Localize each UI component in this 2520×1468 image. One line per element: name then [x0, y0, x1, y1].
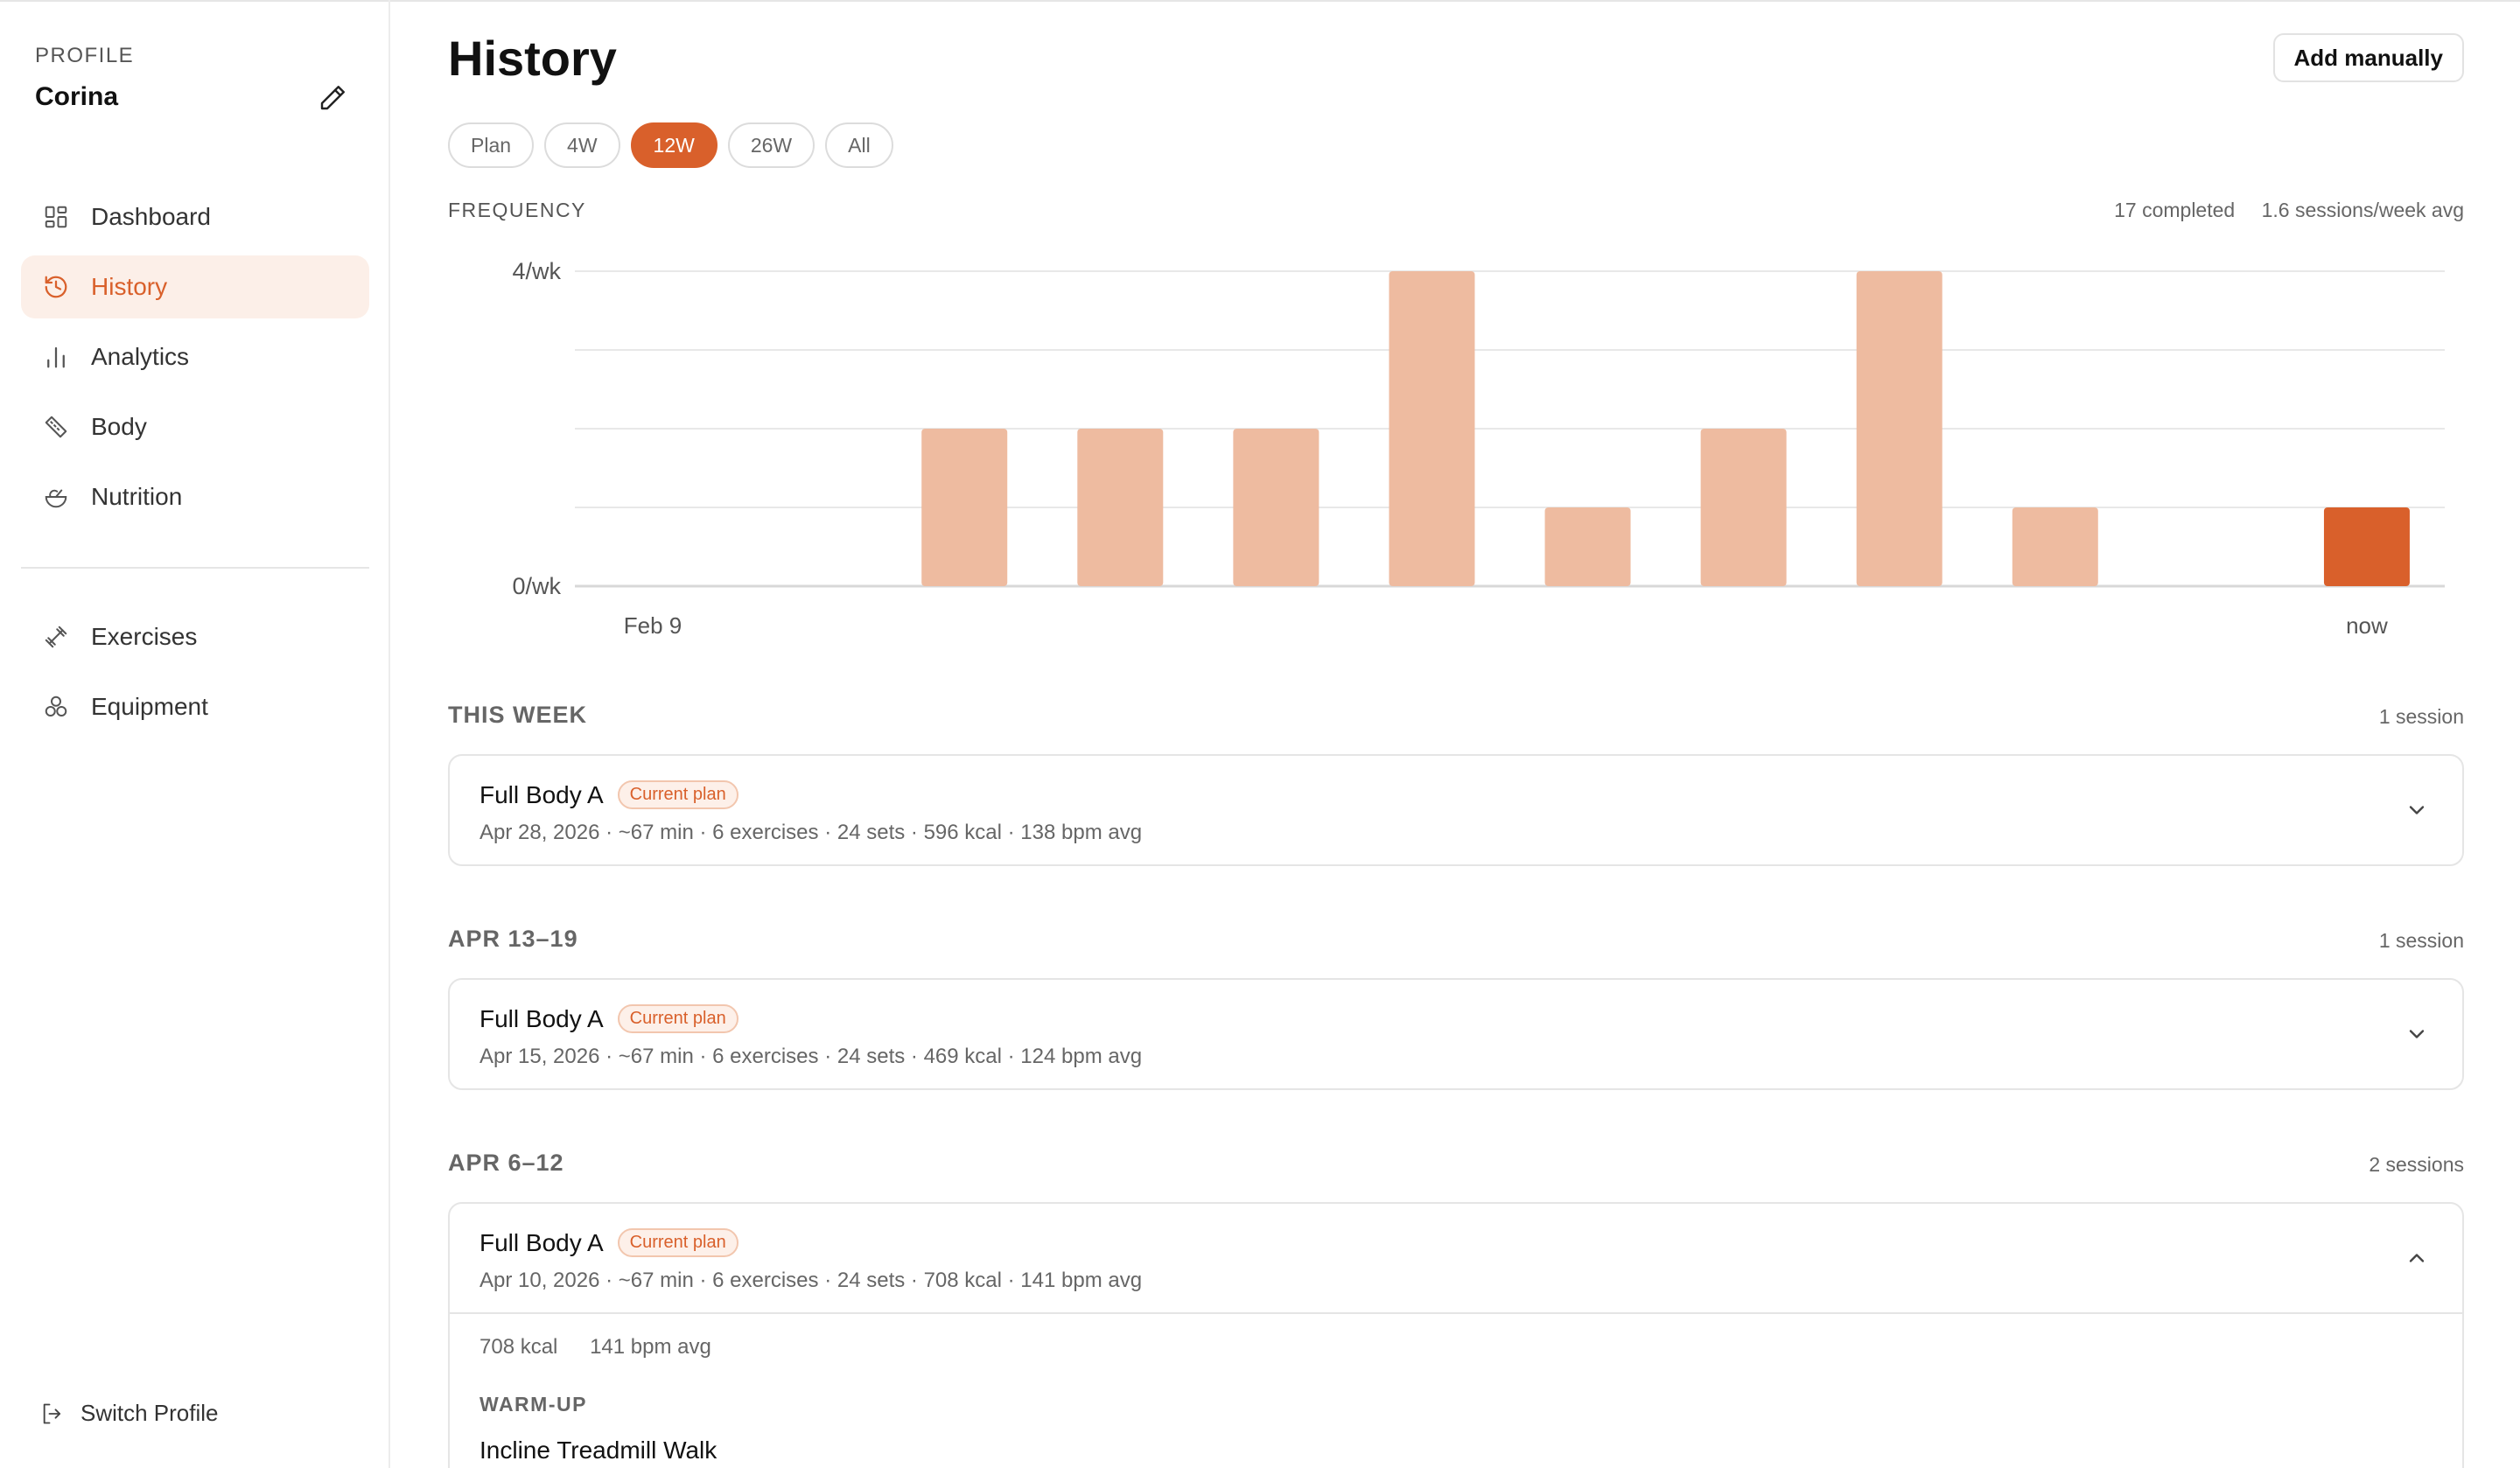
section-title: THIS WEEK [448, 702, 588, 728]
profile-name: Corina [35, 82, 119, 111]
profile-label: PROFILE [35, 44, 135, 67]
sidebar-item-dashboard[interactable]: Dashboard [21, 185, 369, 248]
session-card[interactable]: Full Body A Current plan Apr 28, 2026 · … [448, 754, 2464, 866]
sidebar-item-label: Equipment [91, 693, 208, 720]
session-detail: 708 kcal 141 bpm avg WARM-UP Incline Tre… [448, 1312, 2464, 1468]
chart-bar-current [2323, 507, 2410, 586]
session-detail-stats: 708 kcal 141 bpm avg [480, 1335, 711, 1360]
analytics-icon [42, 343, 70, 371]
chart-bar [1856, 271, 1942, 586]
section-count: 1 session [2378, 705, 2464, 728]
section-title: APR 6–12 [448, 1150, 564, 1176]
session-title-row: Full Body A Current plan [480, 1004, 738, 1033]
session-title-row: Full Body A Current plan [480, 780, 738, 809]
top-border [0, 0, 2520, 2]
weekly-average: 1.6 sessions/week avg [2261, 199, 2464, 221]
detail-kcal: 708 kcal [480, 1335, 558, 1359]
detail-bpm: 141 bpm avg [590, 1335, 711, 1359]
range-4w[interactable]: 4W [544, 122, 620, 168]
session-name: Full Body A [480, 1228, 604, 1256]
sidebar-item-label: History [91, 273, 168, 300]
current-plan-badge: Current plan [617, 780, 738, 809]
sidebar-item-history[interactable]: History [21, 255, 369, 318]
range-plan[interactable]: Plan [448, 122, 535, 168]
edit-profile-button[interactable] [317, 82, 348, 114]
frequency-chart: 4/wk 0/wk Feb 9 now [512, 258, 2445, 639]
pencil-icon [320, 86, 345, 110]
y-tick-label: 4/wk [512, 258, 561, 284]
sidebar-nav: Dashboard History Analytics Body Nutriti… [21, 185, 369, 745]
page-title: History [448, 31, 617, 86]
x-tick-label: Feb 9 [624, 612, 682, 639]
chart-bar [1233, 429, 1320, 586]
current-plan-badge: Current plan [617, 1228, 738, 1257]
sidebar-item-body[interactable]: Body [21, 395, 369, 458]
session-meta: Apr 15, 2026 · ~67 min · 6 exercises · 2… [480, 1045, 1143, 1068]
range-filter: Plan 4W 12W 26W All [448, 122, 904, 168]
chart-bar [1700, 429, 1787, 586]
sidebar-item-label: Nutrition [91, 483, 183, 510]
section-count: 1 session [2378, 929, 2464, 952]
exercise-group-title: WARM-UP [480, 1393, 587, 1416]
sidebar-divider [21, 567, 369, 569]
equipment-icon [42, 693, 70, 721]
sidebar-item-analytics[interactable]: Analytics [21, 325, 369, 388]
history-icon [42, 273, 70, 301]
chart-bar [2012, 507, 2098, 586]
chart-bar [1544, 507, 1631, 586]
session-card-expanded[interactable]: Full Body A Current plan Apr 10, 2026 · … [448, 1202, 2464, 1314]
session-meta: Apr 10, 2026 · ~67 min · 6 exercises · 2… [480, 1269, 1143, 1292]
chevron-up-icon[interactable] [2404, 1246, 2429, 1270]
sidebar-item-label: Body [91, 413, 147, 440]
sidebar-item-label: Analytics [91, 343, 190, 370]
exercise-name: Incline Treadmill Walk [480, 1437, 718, 1464]
logout-icon [43, 1403, 61, 1423]
dumbbell-icon [42, 623, 70, 651]
frequency-label: FREQUENCY [448, 199, 586, 221]
chart-bar [1389, 271, 1475, 586]
switch-profile-label: Switch Profile [80, 1400, 219, 1426]
add-manually-button[interactable]: Add manually [2272, 33, 2464, 82]
section-title: APR 13–19 [448, 926, 578, 952]
switch-profile-button[interactable]: Switch Profile [40, 1400, 219, 1427]
session-title-row: Full Body A Current plan [480, 1228, 738, 1257]
dashboard-icon [42, 203, 70, 231]
completed-count: 17 completed [2114, 199, 2236, 221]
sidebar-item-label: Dashboard [91, 203, 211, 230]
chart-bar [921, 429, 1008, 586]
session-name: Full Body A [480, 780, 604, 808]
sidebar: PROFILE Corina Dashboard History Analyti… [0, 0, 390, 1468]
section-count: 2 sessions [2369, 1153, 2464, 1176]
sidebar-item-equipment[interactable]: Equipment [21, 675, 369, 738]
nutrition-icon [42, 483, 70, 511]
ruler-icon [42, 413, 70, 441]
chevron-down-icon[interactable] [2404, 1022, 2429, 1046]
sidebar-item-exercises[interactable]: Exercises [21, 605, 369, 668]
session-name: Full Body A [480, 1004, 604, 1032]
sidebar-item-label: Exercises [91, 623, 198, 650]
frequency-stats: 17 completed 1.6 sessions/week avg [2114, 199, 2464, 222]
chevron-down-icon[interactable] [2404, 798, 2429, 822]
sidebar-item-nutrition[interactable]: Nutrition [21, 465, 369, 528]
x-tick-label: now [2346, 612, 2388, 639]
range-26w[interactable]: 26W [727, 122, 816, 168]
y-tick-label: 0/wk [512, 573, 561, 599]
current-plan-badge: Current plan [617, 1004, 738, 1033]
range-12w[interactable]: 12W [630, 122, 718, 168]
chart-bar [1077, 429, 1164, 586]
range-all[interactable]: All [825, 122, 893, 168]
session-card[interactable]: Full Body A Current plan Apr 15, 2026 · … [448, 978, 2464, 1090]
session-meta: Apr 28, 2026 · ~67 min · 6 exercises · 2… [480, 821, 1143, 844]
